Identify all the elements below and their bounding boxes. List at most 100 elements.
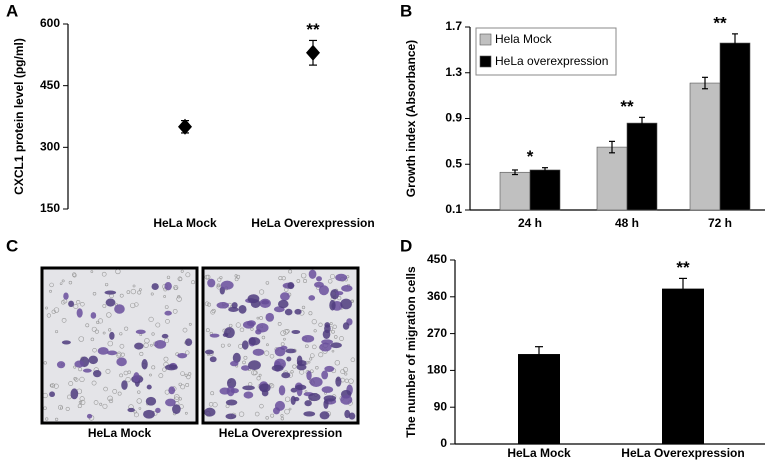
stained-cell [74, 360, 84, 368]
y-tick-label: 0.5 [445, 156, 462, 170]
pore [139, 351, 144, 356]
stained-cell [168, 386, 176, 395]
stained-cell [164, 282, 172, 291]
pore [329, 322, 333, 326]
stained-cell [225, 413, 237, 420]
stained-cell [259, 383, 271, 393]
pore [94, 329, 99, 334]
stained-cell [306, 370, 312, 381]
stained-cell [256, 322, 269, 333]
pore [92, 347, 97, 353]
pore [256, 316, 260, 320]
pore [73, 376, 77, 381]
stained-cell [141, 359, 148, 370]
pore [53, 307, 60, 313]
pore [138, 288, 142, 292]
stained-cell [281, 372, 291, 379]
stained-cell [164, 364, 178, 371]
stained-cell [49, 391, 55, 398]
y-axis-title: CXCL1 protein level (pg/ml) [12, 38, 26, 195]
pore [265, 281, 270, 285]
y-tick-label: 600 [40, 16, 60, 30]
stained-cell [204, 407, 216, 417]
x-tick-label: HeLa Overexpression [251, 216, 374, 230]
stained-cell [109, 331, 115, 340]
stained-cell [319, 342, 332, 352]
stained-cell [323, 399, 329, 409]
stained-cell [261, 389, 269, 397]
stained-cell [241, 365, 250, 371]
pore [318, 352, 324, 358]
pore [104, 282, 109, 287]
pore [58, 404, 64, 410]
pore [59, 282, 63, 285]
pore [204, 301, 210, 306]
pore [207, 302, 212, 307]
stained-cell [56, 361, 66, 369]
pore [108, 328, 112, 332]
pore [288, 407, 292, 411]
stained-cell [61, 340, 71, 345]
pore [49, 383, 54, 388]
error-bar [512, 169, 518, 176]
y-tick-label: 1.7 [445, 19, 462, 33]
error-bar [639, 116, 645, 130]
stained-cell [285, 348, 296, 354]
bar [689, 82, 721, 211]
pore [173, 286, 178, 291]
stained-cell [284, 308, 293, 316]
pore [91, 326, 97, 332]
pore [180, 371, 185, 376]
pore [216, 283, 221, 288]
pore [256, 376, 261, 381]
pore [242, 360, 246, 365]
stained-cell [225, 399, 238, 406]
stained-cell [226, 377, 237, 389]
pore [91, 380, 97, 386]
stained-cell [278, 385, 286, 396]
pore [300, 272, 307, 279]
stained-cell [155, 407, 161, 414]
pore [76, 299, 81, 305]
pore [339, 336, 344, 341]
pore [180, 384, 186, 390]
stained-cell [341, 285, 353, 292]
pore [78, 336, 85, 342]
stained-cell [177, 352, 188, 359]
diamond-marker [306, 44, 320, 61]
stained-cell [303, 411, 316, 417]
pore [220, 343, 225, 348]
pore [331, 349, 335, 353]
stained-cell [286, 356, 292, 362]
y-tick-label: 1.3 [445, 65, 462, 79]
pore [61, 317, 67, 323]
stained-cell [295, 384, 307, 391]
pore [151, 365, 156, 370]
pore [217, 277, 222, 282]
stained-cell [290, 387, 298, 393]
stained-cell [216, 301, 230, 309]
pore [284, 396, 291, 402]
pore [92, 291, 97, 296]
significance: ** [713, 13, 727, 32]
pore [124, 326, 129, 331]
pore [164, 338, 170, 344]
stained-cell [207, 278, 216, 288]
pore [45, 306, 48, 310]
stained-cell [324, 324, 331, 334]
stained-cell [277, 299, 289, 309]
pore [312, 344, 317, 350]
pore [125, 377, 131, 383]
pore [71, 272, 77, 277]
pore [93, 400, 99, 405]
pore [166, 275, 171, 279]
stained-cell [296, 363, 307, 371]
pore [176, 296, 182, 302]
pore [288, 269, 293, 274]
pore [43, 361, 47, 365]
panel-letter: C [6, 236, 18, 255]
micrograph-frame [40, 266, 199, 425]
stained-cell [308, 269, 317, 279]
stained-cell [247, 294, 260, 304]
